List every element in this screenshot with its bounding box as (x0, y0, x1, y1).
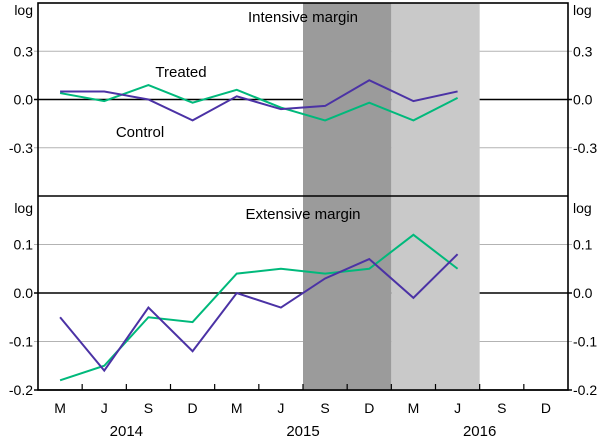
x-month-label: D (541, 400, 551, 416)
y-tick-label-left: 0.0 (14, 285, 34, 301)
y-tick-label-left: -0.2 (9, 382, 33, 398)
y-tick-label-left: -0.1 (9, 334, 33, 350)
y-tick-label-right: -0.2 (573, 382, 597, 398)
panel-title-0: Intensive margin (248, 9, 358, 26)
log-label-right-panel1: log (573, 200, 592, 216)
y-tick-label-right: 0.3 (573, 43, 593, 59)
x-month-label: M (231, 400, 243, 416)
x-month-label: J (101, 400, 108, 416)
log-label-left-panel0: log (14, 2, 33, 18)
x-month-label: S (144, 400, 153, 416)
y-tick-label-right: 0.1 (573, 237, 593, 253)
treated-line-panel1 (59, 233, 459, 382)
y-tick-label-right: -0.1 (573, 334, 597, 350)
log-label-left-panel1: log (14, 200, 33, 216)
treated-series-label: Treated (155, 64, 206, 81)
control-line-panel1 (59, 253, 459, 373)
y-tick-label-right: 0.0 (573, 285, 593, 301)
y-tick-label-left: -0.3 (9, 140, 33, 156)
x-year-label: 2016 (463, 423, 496, 440)
x-month-label: M (408, 400, 420, 416)
x-month-label: M (54, 400, 66, 416)
x-month-label: S (497, 400, 506, 416)
control-line-panel0 (60, 79, 458, 122)
x-year-label: 2014 (110, 423, 143, 440)
panel-title-1: Extensive margin (245, 206, 360, 223)
control-series-label: Control (116, 124, 164, 141)
y-tick-label-left: 0.0 (14, 92, 34, 108)
x-month-label: D (188, 400, 198, 416)
x-year-label: 2015 (286, 423, 319, 440)
x-month-label: S (320, 400, 329, 416)
x-month-label: J (277, 400, 284, 416)
y-tick-label-left: 0.1 (14, 237, 34, 253)
y-tick-label-left: 0.3 (14, 43, 34, 59)
y-tick-label-right: -0.3 (573, 140, 597, 156)
x-month-label: J (454, 400, 461, 416)
y-tick-label-right: 0.0 (573, 92, 593, 108)
treated-line-panel0 (59, 83, 459, 122)
log-label-right-panel0: log (573, 2, 592, 18)
x-month-label: D (364, 400, 374, 416)
